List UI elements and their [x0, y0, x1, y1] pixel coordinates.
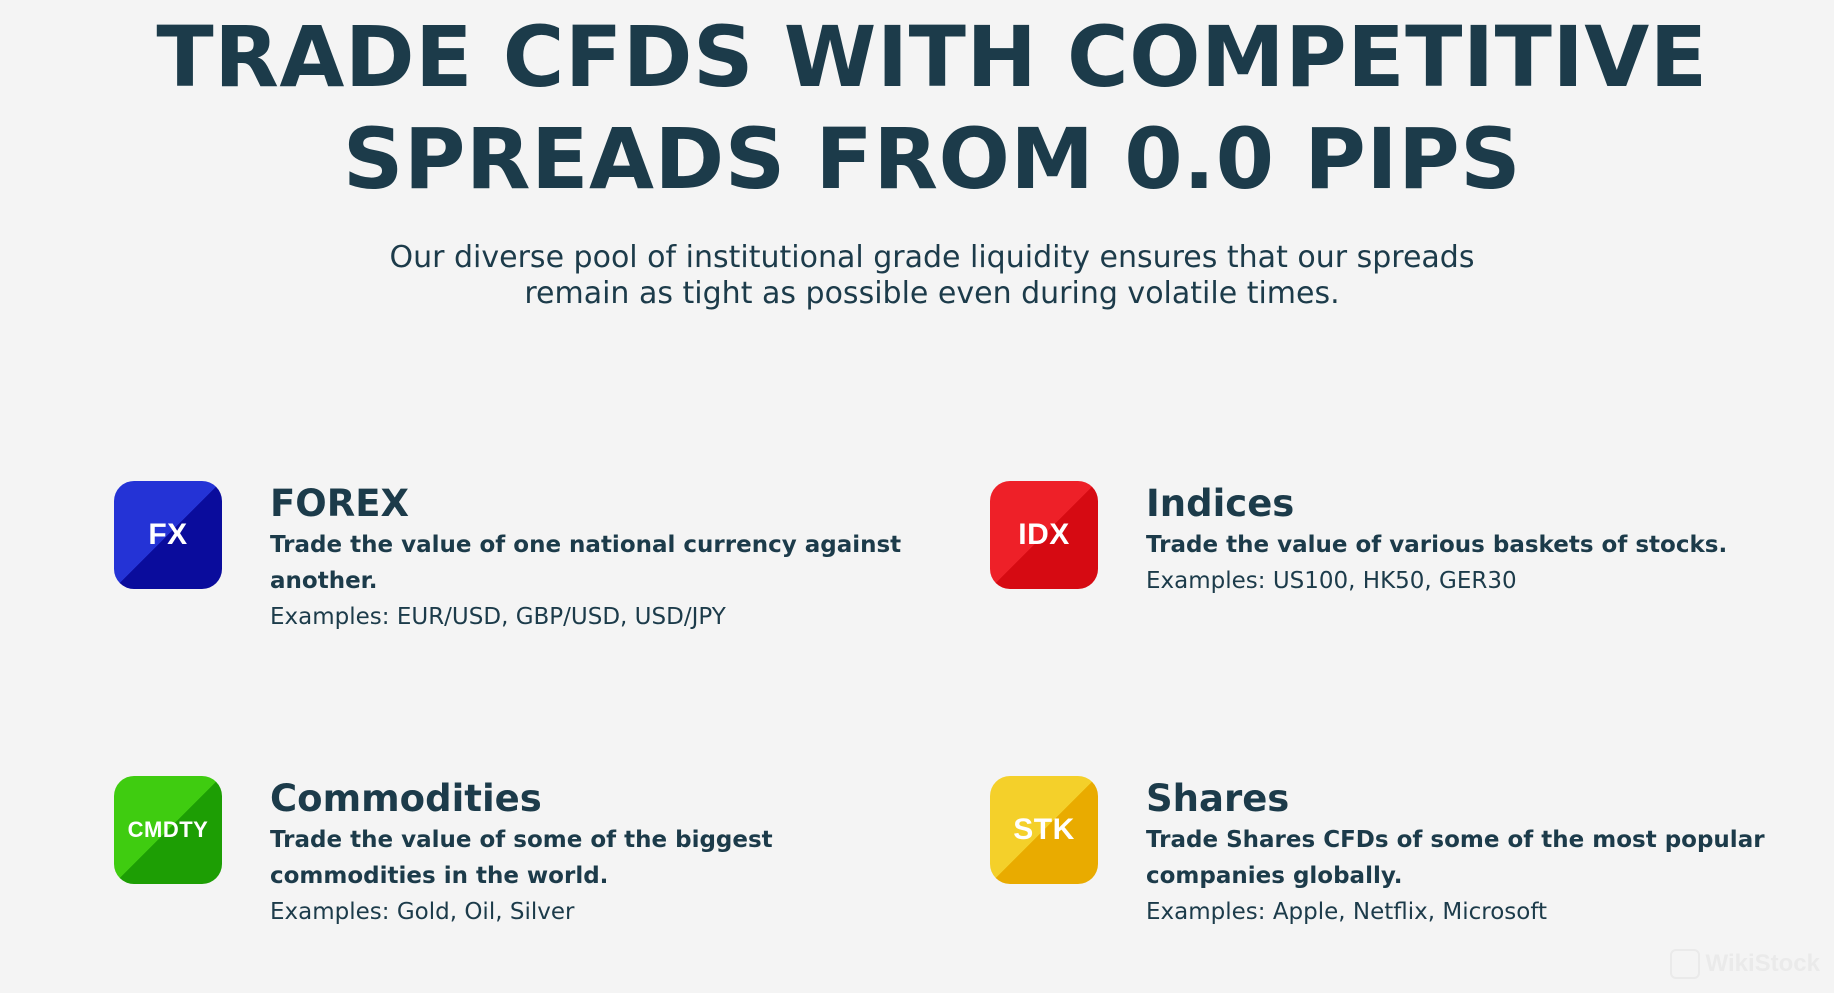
forex-title: FOREX — [270, 482, 410, 525]
page-title-line-1: TRADE CFDS WITH COMPETITIVE — [156, 8, 1708, 106]
commodities-title: Commodities — [270, 777, 542, 820]
shares-text: Shares Trade Shares CFDs of some of the … — [1146, 776, 1786, 930]
forex-description: Trade the value of one national currency… — [270, 532, 902, 594]
shares-icon-code: STK — [1013, 813, 1075, 846]
forex-text: FOREX Trade the value of one national cu… — [270, 481, 910, 635]
indices-icon-background — [990, 481, 1098, 589]
indices-icon: IDX — [990, 481, 1098, 589]
shares-description: Trade Shares CFDs of some of the most po… — [1146, 827, 1765, 889]
shares-examples: Examples: Apple, Netflix, Microsoft — [1146, 899, 1548, 925]
shares-icon: STK — [990, 776, 1098, 884]
commodities-icon-code: CMDTY — [127, 817, 209, 842]
indices-text: Indices Trade the value of various baske… — [1146, 481, 1786, 599]
indices-examples: Examples: US100, HK50, GER30 — [1146, 568, 1517, 594]
indices-title: Indices — [1146, 482, 1295, 525]
commodities-icon: CMDTY — [114, 776, 222, 884]
commodities-examples: Examples: Gold, Oil, Silver — [270, 899, 575, 925]
indices-icon-code: IDX — [1018, 518, 1070, 551]
commodities-icon-background — [114, 776, 222, 884]
page-title-line-2: SPREADS FROM 0.0 PIPS — [342, 110, 1522, 208]
shares-icon-background — [990, 776, 1098, 884]
page-subtitle: Our diverse pool of institutional grade … — [0, 240, 1834, 312]
page-subtitle-line-1: Our diverse pool of institutional grade … — [389, 240, 1475, 275]
watermark: WikiStock — [1669, 949, 1820, 979]
shares-title: Shares — [1146, 777, 1290, 820]
watermark-text: WikiStock — [1705, 950, 1820, 977]
forex-icon-background — [114, 481, 222, 589]
forex-examples: Examples: EUR/USD, GBP/USD, USD/JPY — [270, 604, 726, 630]
page-title: TRADE CFDS WITH COMPETITIVE SPREADS FROM… — [0, 6, 1834, 210]
page-subtitle-line-2: remain as tight as possible even during … — [524, 276, 1340, 311]
commodities-description: Trade the value of some of the biggest c… — [270, 827, 773, 889]
commodities-text: Commodities Trade the value of some of t… — [270, 776, 910, 930]
forex-icon: FX — [114, 481, 222, 589]
wikistock-logo-icon — [1669, 949, 1700, 979]
indices-description: Trade the value of various baskets of st… — [1146, 532, 1728, 558]
forex-icon-code: FX — [148, 518, 188, 551]
